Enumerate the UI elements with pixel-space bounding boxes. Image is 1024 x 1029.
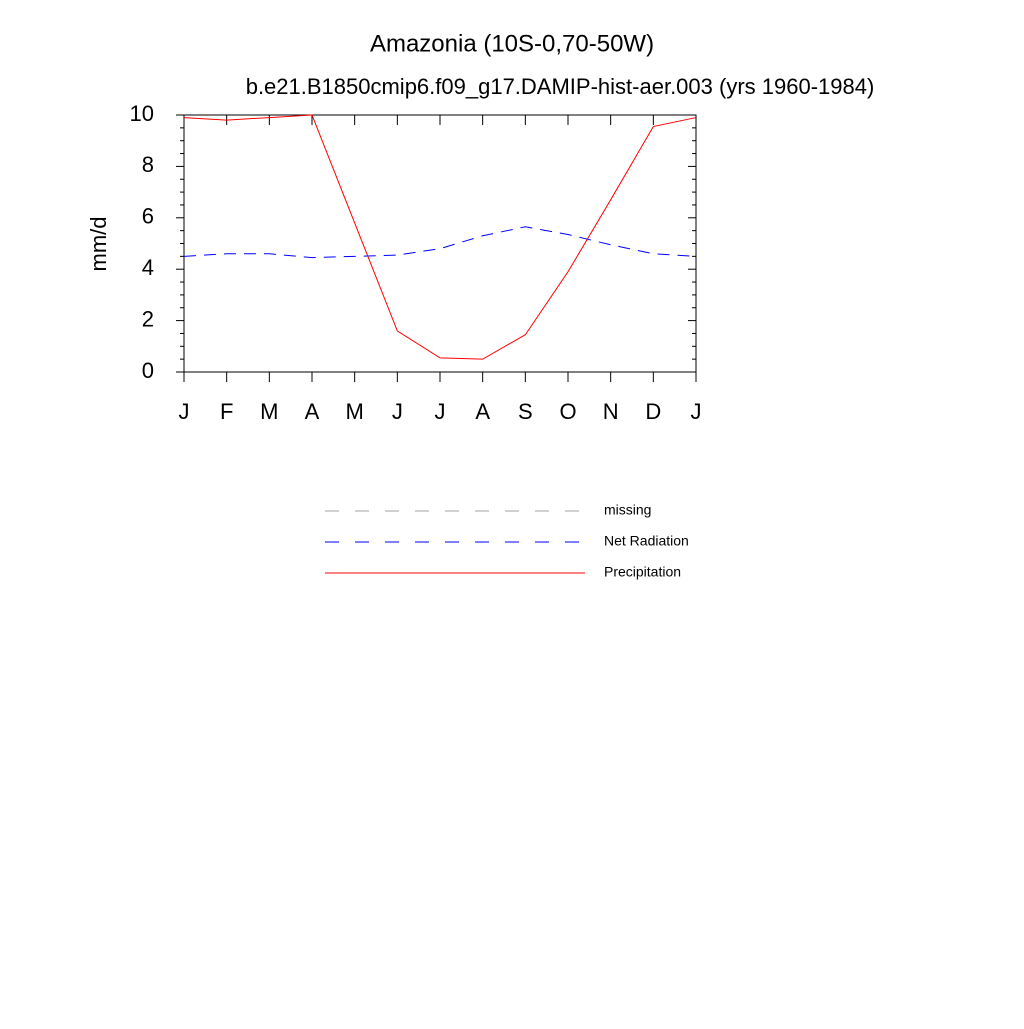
legend-label: Net Radiation — [604, 533, 689, 549]
x-tick-label: D — [645, 399, 661, 424]
x-tick-label: S — [518, 399, 533, 424]
series-line — [183, 114, 697, 360]
x-tick-label: M — [260, 399, 278, 424]
x-tick-label: F — [220, 399, 233, 424]
y-tick-label: 0 — [142, 358, 154, 383]
y-tick-label: 2 — [142, 306, 154, 331]
series-line — [183, 226, 697, 259]
x-tick-label: J — [179, 399, 190, 424]
x-tick-label: J — [435, 399, 446, 424]
legend-label: Precipitation — [604, 564, 681, 580]
x-tick-label: J — [691, 399, 702, 424]
y-tick-label: 10 — [130, 101, 154, 126]
x-tick-label: M — [346, 399, 364, 424]
chart-subtitle: b.e21.B1850cmip6.f09_g17.DAMIP-hist-aer.… — [246, 74, 875, 99]
x-tick-label: J — [392, 399, 403, 424]
y-tick-label: 8 — [142, 152, 154, 177]
x-tick-label: A — [475, 399, 490, 424]
y-tick-label: 4 — [142, 255, 154, 280]
x-tick-label: N — [603, 399, 619, 424]
x-tick-label: O — [559, 399, 576, 424]
y-axis-label: mm/d — [86, 217, 111, 272]
legend-label: missing — [604, 502, 651, 518]
x-tick-label: A — [305, 399, 320, 424]
plot-frame — [183, 114, 697, 373]
chart-title: Amazonia (10S-0,70-50W) — [370, 30, 654, 57]
y-tick-label: 6 — [142, 204, 154, 229]
